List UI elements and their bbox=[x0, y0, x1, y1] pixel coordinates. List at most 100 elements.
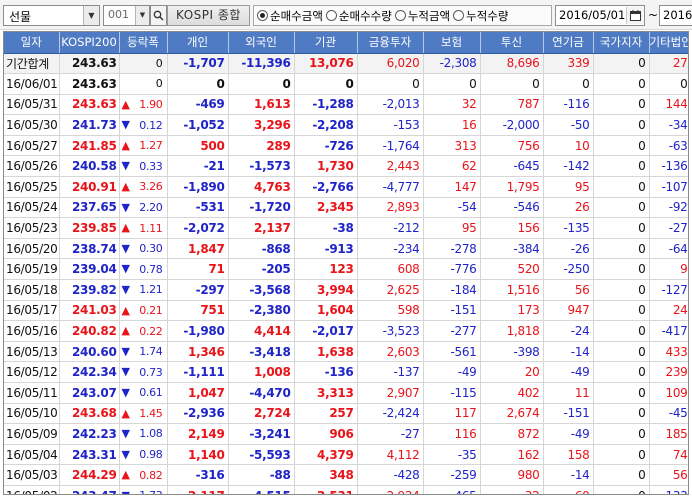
column-header[interactable]: 일자 bbox=[4, 32, 60, 54]
radio-option[interactable]: 순매수금액 bbox=[257, 8, 323, 24]
column-header[interactable]: 기관 bbox=[294, 32, 358, 54]
table-row[interactable]: 16/05/30 241.73 ▼ 0.12 -1,052 3,296 -2,208 -153… bbox=[4, 114, 688, 136]
change-cell: ▲ 0.22 bbox=[119, 320, 168, 342]
dropdown-arrow-icon[interactable]: ▼ bbox=[135, 6, 149, 25]
change-value: 0.22 bbox=[139, 324, 163, 338]
value-cell: -115 bbox=[423, 382, 481, 404]
table-row[interactable]: 16/05/31 243.63 ▲ 1.90 -469 1,613 -1,288 -2,013… bbox=[4, 94, 688, 116]
value-cell: -2,380 bbox=[228, 300, 295, 322]
radio-button-icon[interactable] bbox=[325, 10, 337, 21]
value-cell: -136 bbox=[649, 155, 688, 178]
value-cell: -135 bbox=[543, 217, 594, 239]
value-cell: -1,111 bbox=[167, 361, 229, 383]
calendar-icon[interactable] bbox=[626, 7, 643, 24]
radio-button-icon[interactable] bbox=[257, 10, 268, 21]
column-header[interactable]: 투신 bbox=[480, 32, 544, 54]
value-cell: -24 bbox=[543, 320, 594, 342]
value-cell: -913 bbox=[294, 238, 358, 260]
market-select[interactable]: 선물 ▼ bbox=[3, 5, 100, 26]
change-value: 0.82 bbox=[139, 468, 163, 482]
column-header[interactable]: 금융투자 bbox=[357, 32, 424, 54]
change-value: 1.21 bbox=[139, 283, 163, 297]
change-cell: ▼ 0.61 bbox=[119, 382, 168, 404]
value-cell: 0 bbox=[593, 155, 650, 178]
up-triangle-icon: ▲ bbox=[121, 303, 130, 317]
value-cell: 6,020 bbox=[357, 53, 424, 75]
value-cell: 2,137 bbox=[228, 217, 295, 239]
table-row[interactable]: 16/05/04 243.31 ▼ 0.98 1,140 -5,593 4,379 4,112… bbox=[4, 444, 688, 466]
value-cell: -2,766 bbox=[294, 176, 358, 198]
table-row[interactable]: 16/05/09 242.23 ▼ 1.08 2,149 -3,241 906 -27 116 8… bbox=[4, 423, 688, 445]
value-cell: 116 bbox=[423, 423, 481, 445]
table-row[interactable]: 16/05/03 244.29 ▲ 0.82 -316 -88 348 -428 -259 980… bbox=[4, 464, 688, 486]
investor-trading-grid[interactable]: 일자 KOSPI200 등락폭 개인 외국인 기관 금융투자 보험 투신 연기금 국가지자 기타법인 … bbox=[3, 31, 689, 495]
column-header[interactable]: 보험 bbox=[423, 32, 481, 54]
table-row[interactable]: 16/05/02243.47▼ 1.73 2,117-4,5152,5312,924… bbox=[4, 485, 688, 494]
value-cell: 433 bbox=[649, 341, 688, 363]
column-header[interactable]: 외국인 bbox=[228, 32, 295, 54]
period-total-row[interactable]: 기간합계 243.63 0 -1,707 -11,396 13,076 6,020 -2,30… bbox=[4, 53, 688, 75]
search-button[interactable] bbox=[150, 5, 167, 26]
table-row[interactable]: 16/05/23 239.85 ▲ 1.11 -2,072 2,137 -38 -212 95 1… bbox=[4, 217, 688, 239]
radio-button-icon[interactable] bbox=[394, 10, 406, 21]
value-cell: 1,638 bbox=[294, 341, 358, 363]
value-cell: 947 bbox=[543, 300, 594, 322]
value-cell: -127 bbox=[649, 279, 688, 301]
radio-option[interactable]: 누적금액 bbox=[394, 8, 450, 24]
table-row[interactable]: 16/05/10 243.68 ▲ 1.45 -2,936 2,724 257 -2,424 1… bbox=[4, 403, 688, 425]
value-cell: 24 bbox=[649, 300, 688, 322]
radio-button-icon[interactable] bbox=[453, 10, 465, 21]
kospi200-cell: 241.73 bbox=[59, 114, 120, 136]
value-cell: -417 bbox=[649, 320, 688, 342]
table-row[interactable]: 16/06/01 243.63 0 0 0 0 0 0 0 0 0 0 bbox=[4, 73, 688, 95]
kospi200-cell: 244.29 bbox=[59, 464, 120, 486]
column-header[interactable]: 연기금 bbox=[543, 32, 594, 54]
value-cell: 4,414 bbox=[228, 320, 295, 342]
value-cell: 32 bbox=[423, 94, 481, 116]
radio-option[interactable]: 순매수수량 bbox=[325, 8, 392, 24]
start-date-field[interactable]: 2016/05/01 bbox=[555, 5, 645, 26]
table-row[interactable]: 16/05/13 240.60 ▼ 1.74 1,346 -3,418 1,638 2,603… bbox=[4, 341, 688, 363]
change-value: 0.12 bbox=[139, 118, 163, 132]
value-cell: 158 bbox=[543, 444, 594, 466]
column-header[interactable]: 기타법인 bbox=[649, 32, 688, 54]
radio-option[interactable]: 누적수량 bbox=[453, 8, 508, 24]
kospi200-cell: 243.07 bbox=[59, 382, 120, 404]
value-cell: -35 bbox=[423, 444, 481, 466]
value-cell: -868 bbox=[228, 238, 295, 260]
table-row[interactable]: 16/05/12 242.34 ▼ 0.73 -1,111 1,008 -136 -137 -4… bbox=[4, 361, 688, 383]
value-cell: 8,696 bbox=[480, 53, 544, 75]
value-cell: 0 bbox=[480, 73, 544, 95]
table-row[interactable]: 16/05/20 238.74 ▼ 0.30 1,847 -868 -913 -234 -278… bbox=[4, 238, 688, 260]
change-cell: ▼ 0.98 bbox=[119, 444, 168, 466]
value-cell: 2,603 bbox=[357, 341, 424, 363]
end-date-field[interactable]: 2016/06/01 bbox=[659, 5, 692, 26]
table-row[interactable]: 16/05/26 240.58 ▼ 0.33 -21 -1,573 1,730 2,443 62… bbox=[4, 155, 688, 178]
table-row[interactable]: 16/05/11 243.07 ▼ 0.61 1,047 -4,470 3,313 2,907… bbox=[4, 382, 688, 404]
magnifier-icon bbox=[153, 10, 164, 21]
table-row[interactable]: 16/05/24 237.65 ▼ 2.20 -531 -1,720 2,345 2,893-… bbox=[4, 197, 688, 219]
index-code-select[interactable]: 001 ▼ bbox=[103, 5, 150, 26]
dropdown-arrow-icon[interactable]: ▼ bbox=[83, 6, 99, 25]
value-cell: 756 bbox=[480, 135, 544, 157]
column-header[interactable]: KOSPI200 bbox=[59, 32, 120, 54]
value-cell: 787 bbox=[480, 94, 544, 116]
kospi200-cell: 242.34 bbox=[59, 361, 120, 383]
table-row[interactable]: 16/05/19 239.04 ▼ 0.78 71 -205 123 608 -776 520 -2… bbox=[4, 258, 688, 281]
change-value: 1.90 bbox=[139, 97, 163, 111]
value-cell: 1,047 bbox=[167, 382, 229, 404]
date-cell: 16/05/09 bbox=[4, 423, 60, 445]
value-cell: 0 bbox=[593, 403, 650, 425]
column-header[interactable]: 개인 bbox=[167, 32, 229, 54]
value-cell: 0 bbox=[593, 53, 650, 75]
column-header[interactable]: 국가지자 bbox=[593, 32, 650, 54]
column-header[interactable]: 등락폭 bbox=[119, 32, 168, 54]
value-cell: -88 bbox=[228, 464, 295, 486]
table-row[interactable]: 16/05/18 239.82 ▼ 1.21 -297 -3,568 3,994 2,625-… bbox=[4, 279, 688, 301]
table-row[interactable]: 16/05/25 240.91 ▲ 3.26 -1,890 4,763 -2,766 -4,7… bbox=[4, 176, 688, 198]
table-row[interactable]: 16/05/17 241.03 ▲ 0.21 751 -2,380 1,604 598 -151… bbox=[4, 300, 688, 322]
value-cell: 0 bbox=[543, 73, 594, 95]
kospi200-cell: 239.85 bbox=[59, 217, 120, 239]
table-row[interactable]: 16/05/16 240.82 ▲ 0.22 -1,980 4,414 -2,017 -3,5… bbox=[4, 320, 688, 342]
table-row[interactable]: 16/05/27 241.85 ▲ 1.27 500 289 -726 -1,764 313 75… bbox=[4, 135, 688, 157]
